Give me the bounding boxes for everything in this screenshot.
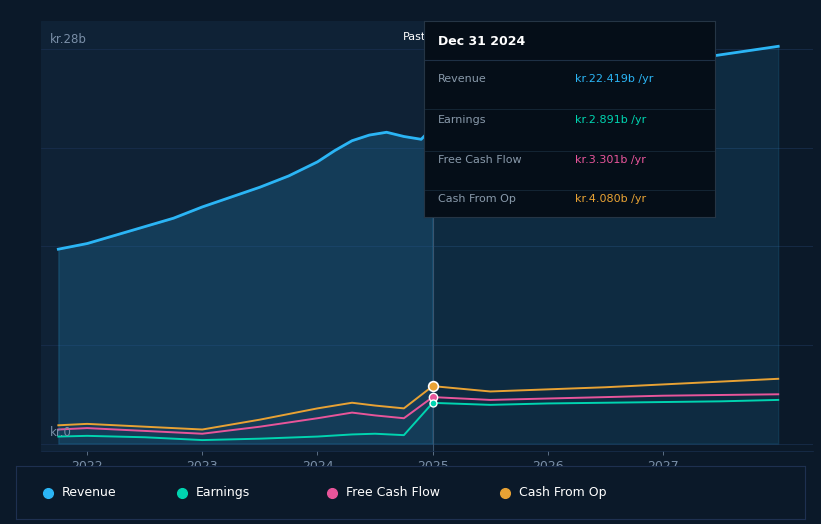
Text: Revenue: Revenue <box>62 486 117 499</box>
Bar <box>41 21 433 451</box>
Text: Earnings: Earnings <box>438 115 487 125</box>
Text: kr.2.891b /yr: kr.2.891b /yr <box>576 115 646 125</box>
Text: Earnings: Earnings <box>196 486 250 499</box>
Text: Revenue: Revenue <box>438 74 487 84</box>
Text: Past: Past <box>402 32 426 42</box>
Text: Free Cash Flow: Free Cash Flow <box>346 486 440 499</box>
Text: kr.4.080b /yr: kr.4.080b /yr <box>576 194 646 204</box>
Text: Free Cash Flow: Free Cash Flow <box>438 155 522 165</box>
Text: Cash From Op: Cash From Op <box>438 194 516 204</box>
Text: kr.3.301b /yr: kr.3.301b /yr <box>576 155 646 165</box>
Text: Cash From Op: Cash From Op <box>519 486 607 499</box>
Bar <box>433 21 813 451</box>
Text: Dec 31 2024: Dec 31 2024 <box>438 35 525 48</box>
Text: kr.22.419b /yr: kr.22.419b /yr <box>576 74 654 84</box>
Text: kr.28b: kr.28b <box>50 34 87 46</box>
Text: Analysts Forecasts: Analysts Forecasts <box>439 32 544 42</box>
Text: kr.0: kr.0 <box>50 427 72 439</box>
